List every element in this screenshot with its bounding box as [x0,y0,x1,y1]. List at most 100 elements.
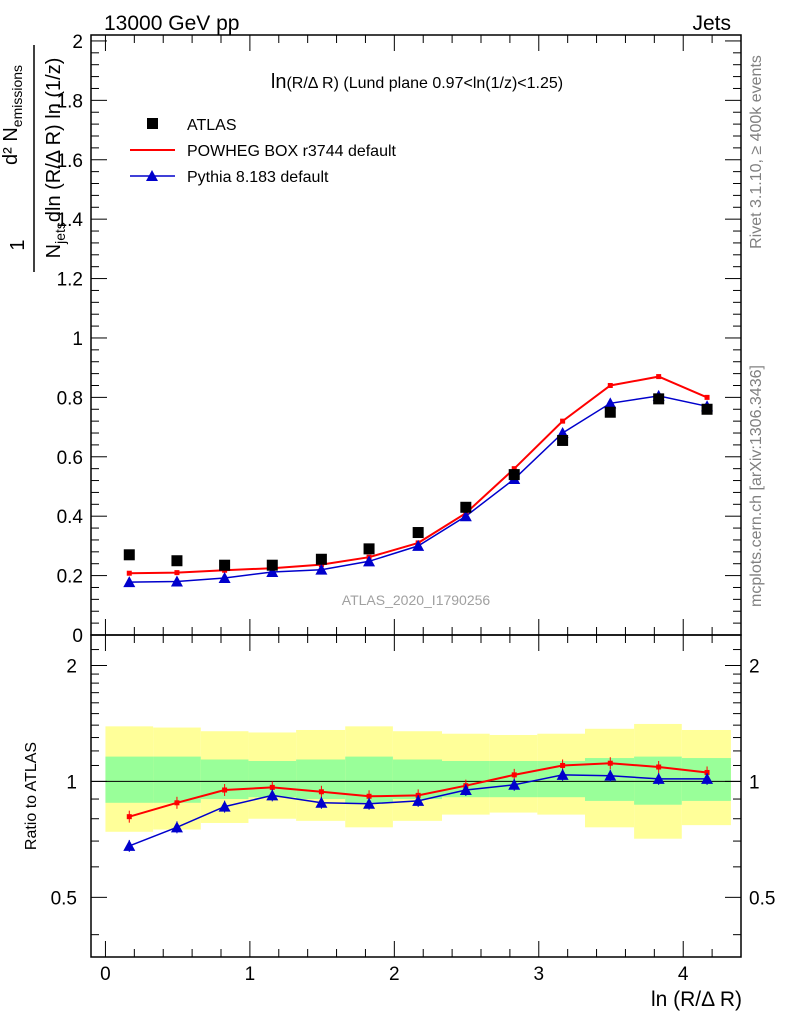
legend: ATLAS POWHEG BOX r3744 default Pythia 8.… [130,117,397,186]
main-plot-panel: 0 0.2 0.4 0.6 0.8 1 1.2 1.4 1.6 1.8 2 ln(R/Δ R) (L… [0,32,742,647]
ratio-y-axis-label: Ratio to ATLAS [23,742,40,850]
main-plot-axes: 0 0.2 0.4 0.6 0.8 1 1.2 1.4 1.6 1.8 2 [57,32,742,647]
pythia-point [412,539,425,551]
ratio-pythia-point [363,797,376,809]
powheg-point [511,466,517,472]
ratio-pythia-point [459,783,472,795]
ratio-powheg-point [511,772,517,778]
ratio-pythia-point [701,772,714,784]
ratio-pythia-point [604,769,617,781]
powheg-point [126,570,132,576]
legend-atlas-label: ATLAS [187,117,237,134]
ratio-x-tick-label: 3 [533,964,544,985]
pythia-point [363,555,376,567]
ratio-y-tick-label-right: 1 [749,772,760,793]
main-y-tick-label: 1.2 [57,270,83,291]
atlas-data-point [701,403,713,415]
ratio-powheg-point [318,789,324,795]
powheg-point [607,382,613,388]
ratio-plot-marks [123,757,714,852]
header-energy-label: 13000 GeV pp [104,12,239,35]
ratio-pythia-point [218,800,231,812]
atlas-data-point [219,559,231,571]
y-label-numerator: d² Nemissions [0,65,25,165]
uncertainty-band-inner [153,756,201,803]
ratio-y-tick-label: 2 [66,656,77,677]
ratio-plot-panel: 0 1 2 3 4 0.5 0.5 1 1 2 2 Ratio to ATLAS ln (R/Δ R… [23,634,775,1011]
main-plot-title: ln(R/Δ R) (Lund plane 0.97<ln(1/z)<1.25) [271,71,563,93]
main-plot-marks [123,374,714,588]
atlas-data-point [508,469,520,481]
header-jets-label: Jets [692,12,731,35]
ratio-pythia-point [123,839,136,851]
y-label-denominator: Njetsdln (R/Δ R) ln (1/z) [43,58,68,259]
ratio-y-tick-label-right: 0.5 [749,888,775,909]
ratio-plot-axes: 0 1 2 3 4 0.5 0.5 1 1 2 2 [51,635,775,985]
atlas-data-point [557,434,569,446]
ratio-pythia-point [266,789,279,801]
ratio-y-tick-label: 1 [66,772,77,793]
atlas-data-point [315,553,327,565]
main-y-tick-label: 0.2 [57,567,83,588]
ratio-x-tick-label: 0 [100,964,111,985]
ratio-x-tick-label: 1 [245,964,256,985]
atlas-data-point [123,549,135,561]
ratio-y-tick-label: 0.5 [51,888,77,909]
powheg-point [704,394,710,400]
main-y-tick-label: 0.8 [57,388,83,409]
ratio-powheg-point [560,762,566,768]
main-y-tick-label: 0.4 [57,507,84,528]
main-y-tick-label: 1.8 [57,91,83,112]
powheg-point [560,418,566,424]
ratio-pythia-point [412,794,425,806]
ratio-x-tick-label: 4 [678,964,689,985]
main-y-tick-label: 1 [72,329,83,350]
pythia-point [459,510,472,522]
pythia-point [123,576,136,588]
pythia-point [266,566,279,578]
pythia-point [315,563,328,575]
analysis-watermark: ATLAS_2020_I1790256 [342,592,491,608]
ratio-pythia-point [170,821,183,833]
powheg-point [174,570,180,576]
series-line-pythia [129,395,708,583]
mcplots-info-text: mcplots.cern.ch [arXiv:1306.3436] [748,365,765,607]
atlas-data-point [363,543,375,555]
legend-pythia-marker [146,170,158,181]
main-y-tick-label: 0 [72,626,83,647]
ratio-pythia-point [556,768,569,780]
ratio-y-tick-label-right: 2 [749,656,760,677]
atlas-data-point [266,559,278,571]
main-y-tick-label: 0.6 [57,448,83,469]
ratio-powheg-point [704,769,710,775]
y-label-one: 1 [7,239,29,250]
atlas-data-point [460,501,472,513]
legend-atlas-marker [147,118,158,129]
atlas-data-point [604,406,616,418]
pythia-point [604,397,617,409]
atlas-data-point [412,527,424,539]
ratio-x-axis-label: ln (R/Δ R) [651,988,742,1011]
legend-powheg-label: POWHEG BOX r3744 default [187,143,397,160]
legend-pythia-label: Pythia 8.183 default [187,169,329,186]
pythia-point [218,571,231,583]
main-y-tick-label: 1.6 [57,151,83,172]
ratio-powheg-point [174,800,180,806]
main-y-tick-label: 1.4 [57,210,84,231]
ratio-x-tick-label: 2 [389,964,400,985]
ratio-powheg-point [126,814,132,820]
ratio-powheg-point [656,764,662,770]
main-plot-y-axis-label: 1 d² Nemissions Njetsdln (R/Δ R) ln (1/z… [0,45,68,272]
ratio-powheg-point [607,760,613,766]
atlas-data-point [171,555,183,567]
ratio-powheg-point [269,784,275,790]
rivet-info-text: Rivet 3.1.10, ≥ 400k events [748,55,765,249]
ratio-pythia-point [508,778,521,790]
ratio-pythia-point [652,772,665,784]
ratio-powheg-point [222,787,228,793]
atlas-data-point [653,393,665,405]
uncertainty-band-inner [105,756,154,803]
ratio-plot-frame [90,634,742,958]
ratio-pythia-point [315,796,328,808]
